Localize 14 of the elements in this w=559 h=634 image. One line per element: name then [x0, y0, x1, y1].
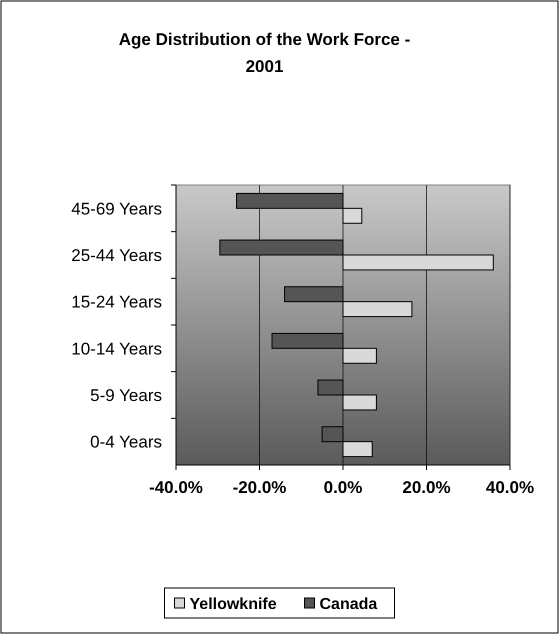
y-tick-label: 0-4 Years — [90, 432, 162, 452]
legend-label: Canada — [320, 596, 378, 613]
x-tick-label: -40.0% — [149, 478, 203, 497]
y-tick-label: 10-14 Years — [71, 339, 162, 358]
x-tick-label: -20.0% — [232, 478, 286, 497]
y-tick-label: 15-24 Years — [71, 292, 162, 312]
x-tick-label: 20.0% — [402, 478, 451, 497]
x-tick-label: 40.0% — [486, 478, 534, 497]
x-tick-label: 0.0% — [324, 478, 362, 497]
chart-title: Age Distribution of the Work Force - 2001 — [118, 30, 410, 76]
y-tick-label: 5-9 Years — [90, 386, 162, 405]
legend-label: Yellowknife — [190, 596, 277, 613]
y-tick-label: 45-69 Years — [71, 199, 162, 218]
y-tick-label: 25-44 Years — [71, 246, 162, 265]
